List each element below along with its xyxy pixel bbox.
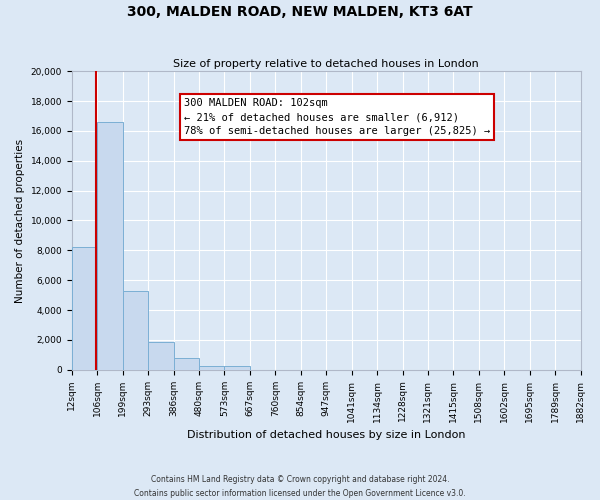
Text: 300 MALDEN ROAD: 102sqm
← 21% of detached houses are smaller (6,912)
78% of semi: 300 MALDEN ROAD: 102sqm ← 21% of detache… <box>184 98 490 136</box>
Text: Contains HM Land Registry data © Crown copyright and database right 2024.
Contai: Contains HM Land Registry data © Crown c… <box>134 476 466 498</box>
Bar <box>72 248 97 370</box>
Bar <box>148 342 173 370</box>
Bar <box>199 366 224 370</box>
X-axis label: Distribution of detached houses by size in London: Distribution of detached houses by size … <box>187 430 466 440</box>
Y-axis label: Number of detached properties: Number of detached properties <box>15 138 25 302</box>
Bar <box>173 358 199 370</box>
Bar <box>97 122 122 370</box>
Bar <box>224 366 250 370</box>
Title: Size of property relative to detached houses in London: Size of property relative to detached ho… <box>173 59 479 69</box>
Bar <box>122 290 148 370</box>
Text: 300, MALDEN ROAD, NEW MALDEN, KT3 6AT: 300, MALDEN ROAD, NEW MALDEN, KT3 6AT <box>127 5 473 19</box>
